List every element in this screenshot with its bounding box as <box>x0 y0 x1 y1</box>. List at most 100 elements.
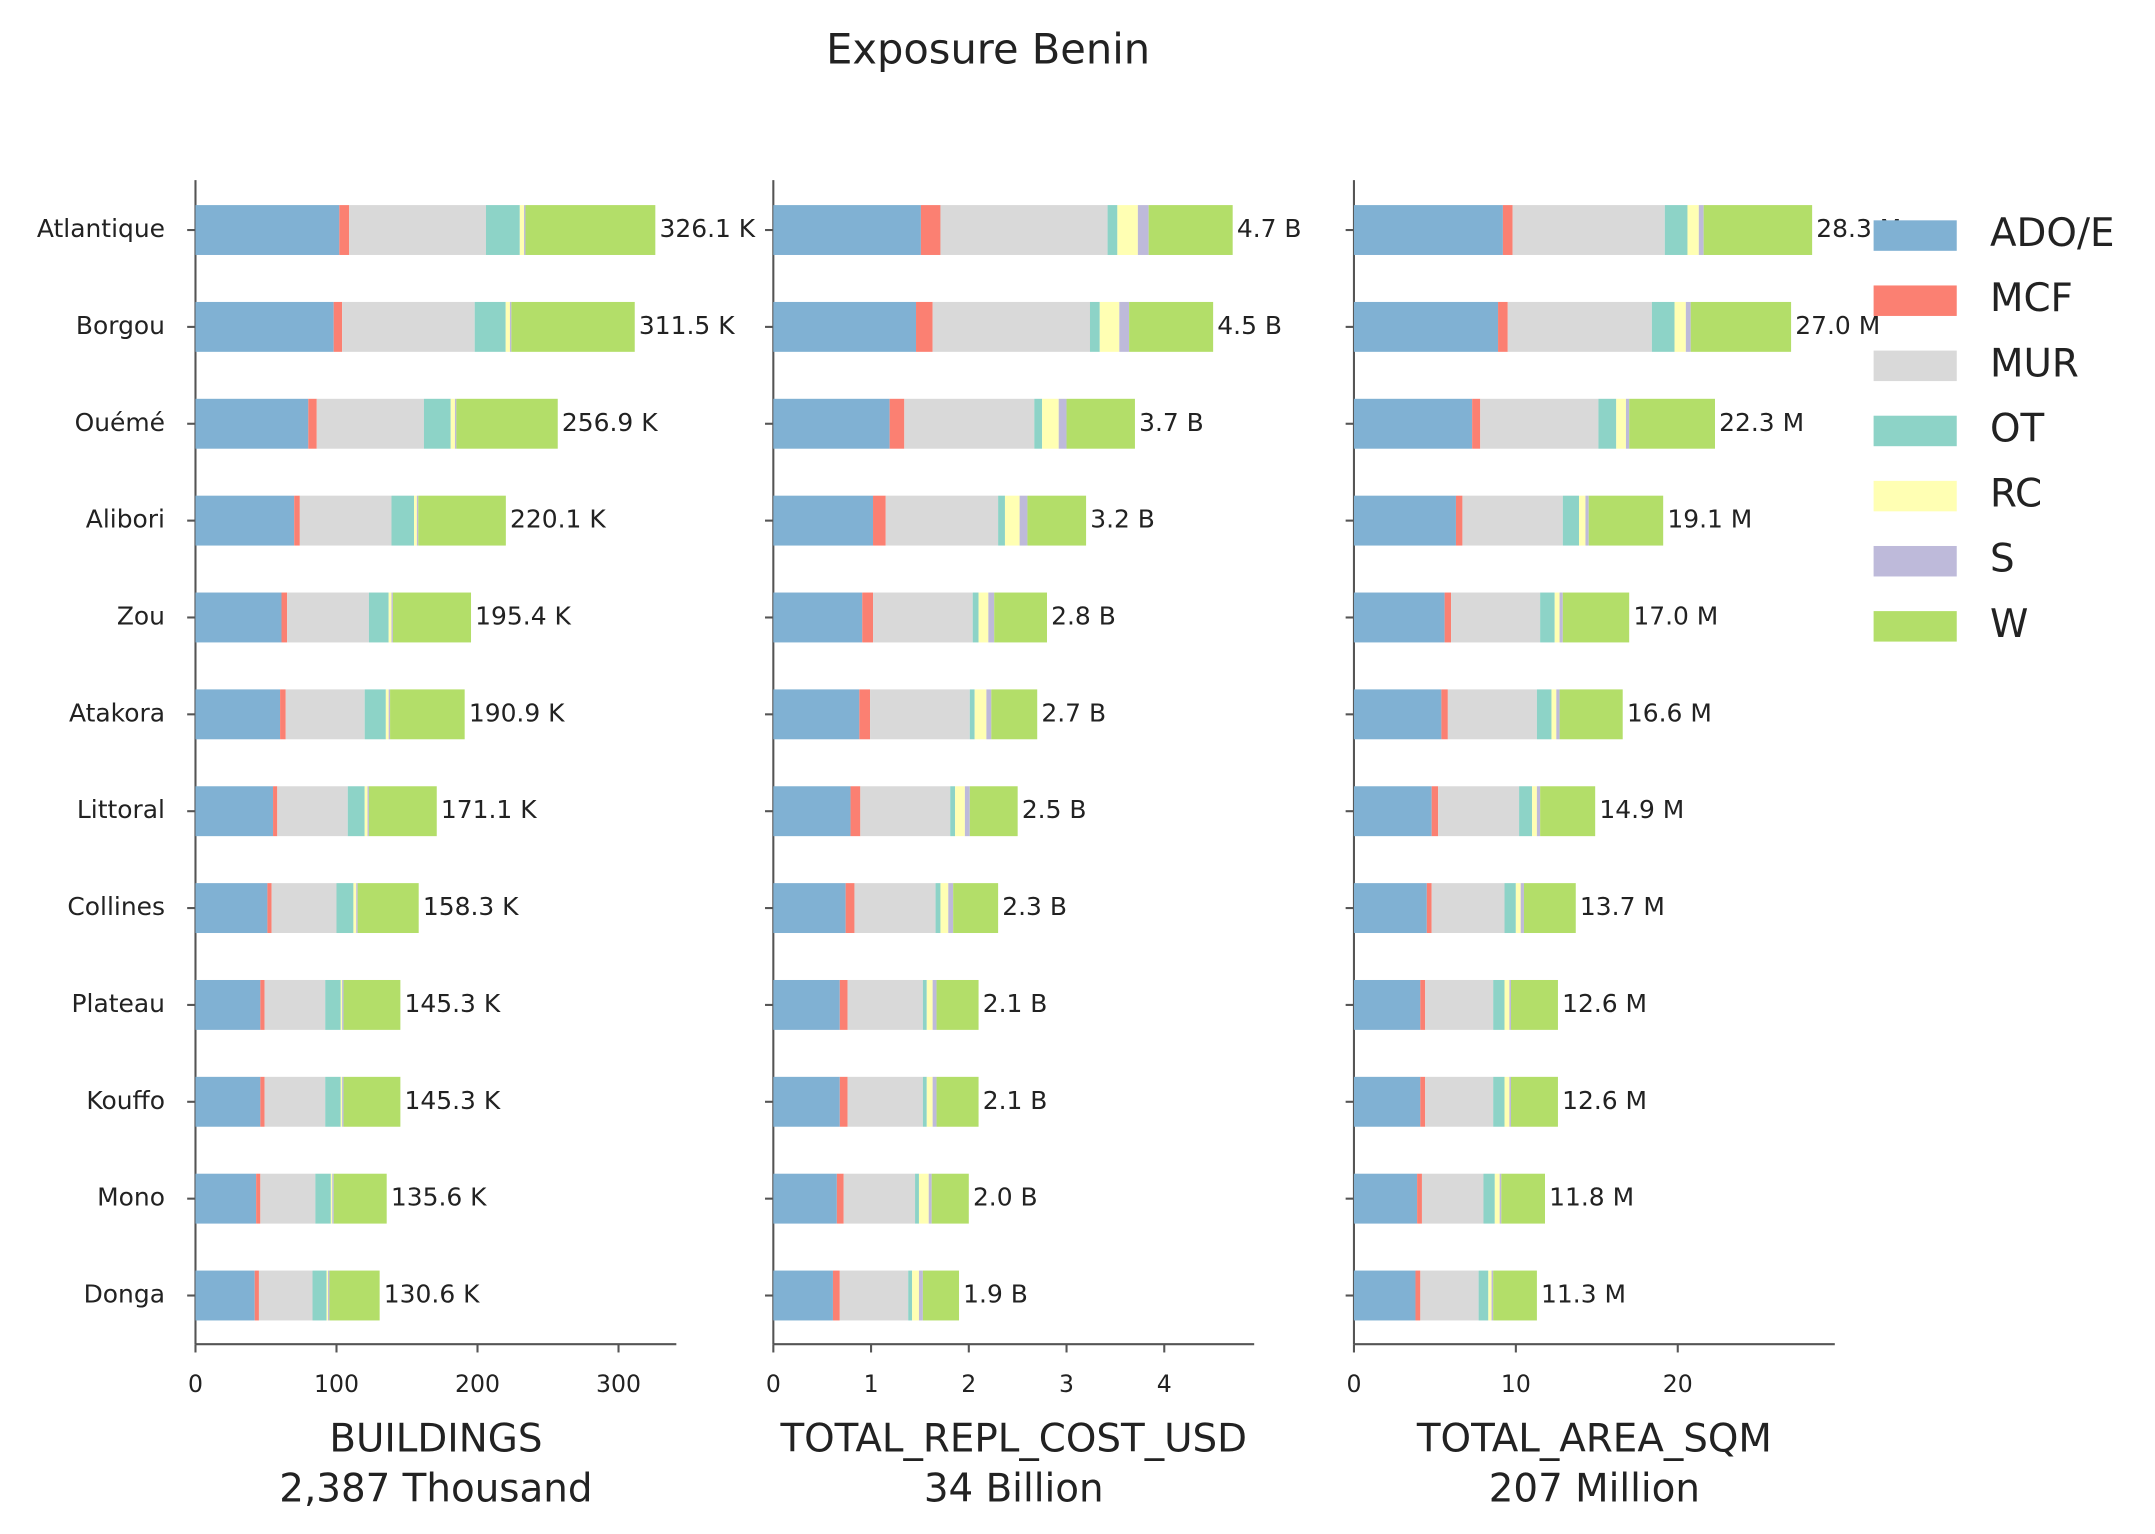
bar-segment <box>918 1270 923 1321</box>
bar-segment <box>964 786 970 837</box>
bar-segment <box>773 1076 840 1127</box>
bar-segment <box>773 1270 833 1321</box>
bar-segment <box>1509 979 1511 1030</box>
legend-swatch <box>1873 480 1957 512</box>
y-tick-label: Zou <box>117 601 165 630</box>
x-tick-label: 0 <box>1346 1370 1361 1398</box>
bar-segment <box>336 883 354 934</box>
bar-segment <box>1444 592 1452 643</box>
bar-segment <box>950 786 956 837</box>
x-tick-label: 1 <box>864 1370 879 1398</box>
bar-segment <box>485 205 520 255</box>
bar-segment <box>991 689 1038 740</box>
value-label: 12.6 M <box>1562 989 1647 1018</box>
bar-segment <box>416 495 419 546</box>
bar-segment <box>450 398 455 449</box>
bar-segment <box>994 592 1047 643</box>
bar-segment <box>1425 979 1494 1030</box>
x-axis-label: 2,387 Thousand <box>279 1467 592 1512</box>
legend-label: S <box>1990 537 2015 582</box>
bar-segment <box>998 495 1005 546</box>
y-tick-label: Atlantique <box>37 214 165 243</box>
bar-segment <box>356 883 358 934</box>
legend-swatch <box>1873 611 1957 642</box>
bar-segment <box>873 495 886 546</box>
value-label: 14.9 M <box>1599 795 1684 824</box>
bar-segment <box>388 689 391 740</box>
bar-segment <box>195 1076 261 1127</box>
x-tick-label: 200 <box>455 1370 500 1398</box>
bar-segment <box>932 979 937 1030</box>
bar-segment <box>773 592 863 643</box>
bar-segment <box>312 1270 327 1321</box>
bar-segment <box>773 1173 837 1224</box>
bar-segment <box>1353 301 1499 352</box>
value-label: 2.0 B <box>973 1183 1038 1212</box>
bar-segment <box>340 1076 343 1127</box>
bar-segment <box>1421 1173 1484 1224</box>
bar-segment <box>391 495 415 546</box>
bar-segment <box>525 205 656 255</box>
value-label: 2.1 B <box>983 989 1048 1018</box>
bar-segment <box>1148 205 1233 255</box>
bar-segment <box>773 301 917 352</box>
bar-segment <box>1504 883 1516 934</box>
value-label: 12.6 M <box>1562 1086 1647 1115</box>
bar-segment <box>1515 883 1521 934</box>
bar-segment <box>1585 495 1589 546</box>
value-label: 13.7 M <box>1580 892 1665 921</box>
x-tick-label: 100 <box>314 1370 359 1398</box>
bar-segment <box>388 592 392 643</box>
bar-segment <box>343 1076 401 1127</box>
bar-segment <box>264 1076 326 1127</box>
bar-segment <box>1353 1076 1421 1127</box>
bar-segment <box>773 786 851 837</box>
bar-segment <box>969 786 1018 837</box>
bar-segment <box>922 1076 927 1127</box>
x-tick-label: 300 <box>596 1370 641 1398</box>
bar-segment <box>1493 1270 1537 1321</box>
bar-segment <box>342 1076 344 1127</box>
bar-segment <box>1629 398 1715 449</box>
bar-segment <box>953 883 999 934</box>
bar-segment <box>1426 883 1432 934</box>
bar-segment <box>969 689 975 740</box>
legend-swatch <box>1873 220 1957 251</box>
bar-segment <box>1353 979 1421 1030</box>
bar-segment <box>839 1270 909 1321</box>
bar-segment <box>1480 398 1599 449</box>
bar-segment <box>935 883 941 934</box>
bar-segment <box>1556 689 1560 740</box>
bar-segment <box>357 883 419 934</box>
bar-segment <box>418 495 506 546</box>
bar-segment <box>1472 398 1481 449</box>
bar-segment <box>330 1173 333 1224</box>
legend-swatch <box>1873 545 1957 577</box>
bar-segment <box>367 786 369 837</box>
bar-segment <box>505 301 510 352</box>
bar-segment <box>1494 1173 1500 1224</box>
bar-segment <box>948 883 954 934</box>
bar-segment <box>916 301 933 352</box>
bar-segment <box>343 979 401 1030</box>
x-tick-label: 3 <box>1059 1370 1074 1398</box>
value-label: 11.8 M <box>1549 1183 1634 1212</box>
bar-segment <box>955 786 965 837</box>
x-axis-label: TOTAL_REPL_COST_USD <box>779 1417 1247 1462</box>
bar-segment <box>922 979 927 1030</box>
y-tick-label: Ouémé <box>75 408 165 437</box>
bar-segment <box>195 786 274 837</box>
bar-segment <box>456 398 558 449</box>
bar-segment <box>1674 301 1686 352</box>
bar-segment <box>1425 1076 1494 1127</box>
bar-segment <box>1540 786 1596 837</box>
bar-segment <box>936 1076 979 1127</box>
bar-segment <box>847 979 923 1030</box>
bar-segment <box>836 1173 844 1224</box>
bar-segment <box>353 883 357 934</box>
value-label: 27.0 M <box>1795 311 1880 340</box>
bar-segment <box>511 301 635 352</box>
bar-segment <box>195 592 282 643</box>
value-label: 2.3 B <box>1002 892 1067 921</box>
legend-swatch <box>1873 350 1957 382</box>
